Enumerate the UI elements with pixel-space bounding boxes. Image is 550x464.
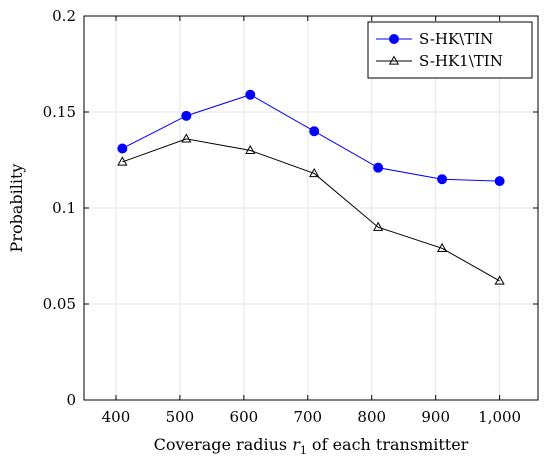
legend-box bbox=[367, 21, 533, 79]
data-point bbox=[245, 89, 256, 100]
data-point bbox=[437, 174, 448, 185]
data-point bbox=[373, 221, 384, 231]
series-1 bbox=[117, 89, 505, 187]
data-point bbox=[309, 126, 320, 137]
y-tick-label: 0.15 bbox=[43, 103, 76, 121]
x-tick-label: 800 bbox=[357, 408, 386, 426]
data-point bbox=[181, 133, 192, 143]
legend-label: S-HK1\TIN bbox=[419, 52, 503, 70]
x-tick-label: 1,000 bbox=[478, 408, 521, 426]
data-point bbox=[117, 156, 128, 166]
data-point bbox=[436, 242, 448, 252]
data-point bbox=[494, 275, 505, 285]
series-2 bbox=[117, 133, 505, 285]
series-line bbox=[122, 138, 500, 282]
y-tick-label: 0 bbox=[66, 391, 76, 409]
legend-marker bbox=[389, 34, 399, 44]
x-axis-label-sub: 1 bbox=[300, 444, 307, 457]
x-tick-label: 400 bbox=[102, 408, 131, 426]
y-tick-label: 0.05 bbox=[43, 295, 76, 313]
x-axis-label-var: r bbox=[292, 435, 301, 454]
data-point bbox=[373, 162, 384, 173]
x-axis-label-prefix: Coverage radius bbox=[154, 435, 293, 454]
axis-ticks: 400 500 600 700 800 900 1,000 0 0.05 0.1 0.15 0.2 bbox=[43, 7, 538, 426]
x-axis-label: Coverage radius r1 of each transmitter bbox=[154, 435, 469, 457]
legend-marker bbox=[388, 55, 400, 65]
series-line bbox=[122, 94, 500, 182]
x-tick-label: 500 bbox=[166, 408, 195, 426]
y-tick-label: 0.1 bbox=[52, 199, 76, 217]
series-layer bbox=[117, 89, 505, 285]
y-tick-label: 0.2 bbox=[52, 7, 76, 25]
data-point bbox=[181, 110, 192, 121]
x-axis-label-suffix: of each transmitter bbox=[307, 435, 469, 454]
data-point bbox=[309, 167, 320, 178]
y-axis-label: Probability bbox=[7, 164, 26, 253]
data-point bbox=[245, 144, 256, 155]
data-point bbox=[494, 176, 505, 187]
legend: S-HK\TIN S-HK1\TIN bbox=[367, 21, 533, 79]
data-point bbox=[117, 143, 128, 154]
x-tick-label: 600 bbox=[230, 408, 259, 426]
x-tick-label: 700 bbox=[293, 408, 322, 426]
x-tick-label: 900 bbox=[421, 408, 450, 426]
legend-label: S-HK\TIN bbox=[419, 30, 493, 48]
